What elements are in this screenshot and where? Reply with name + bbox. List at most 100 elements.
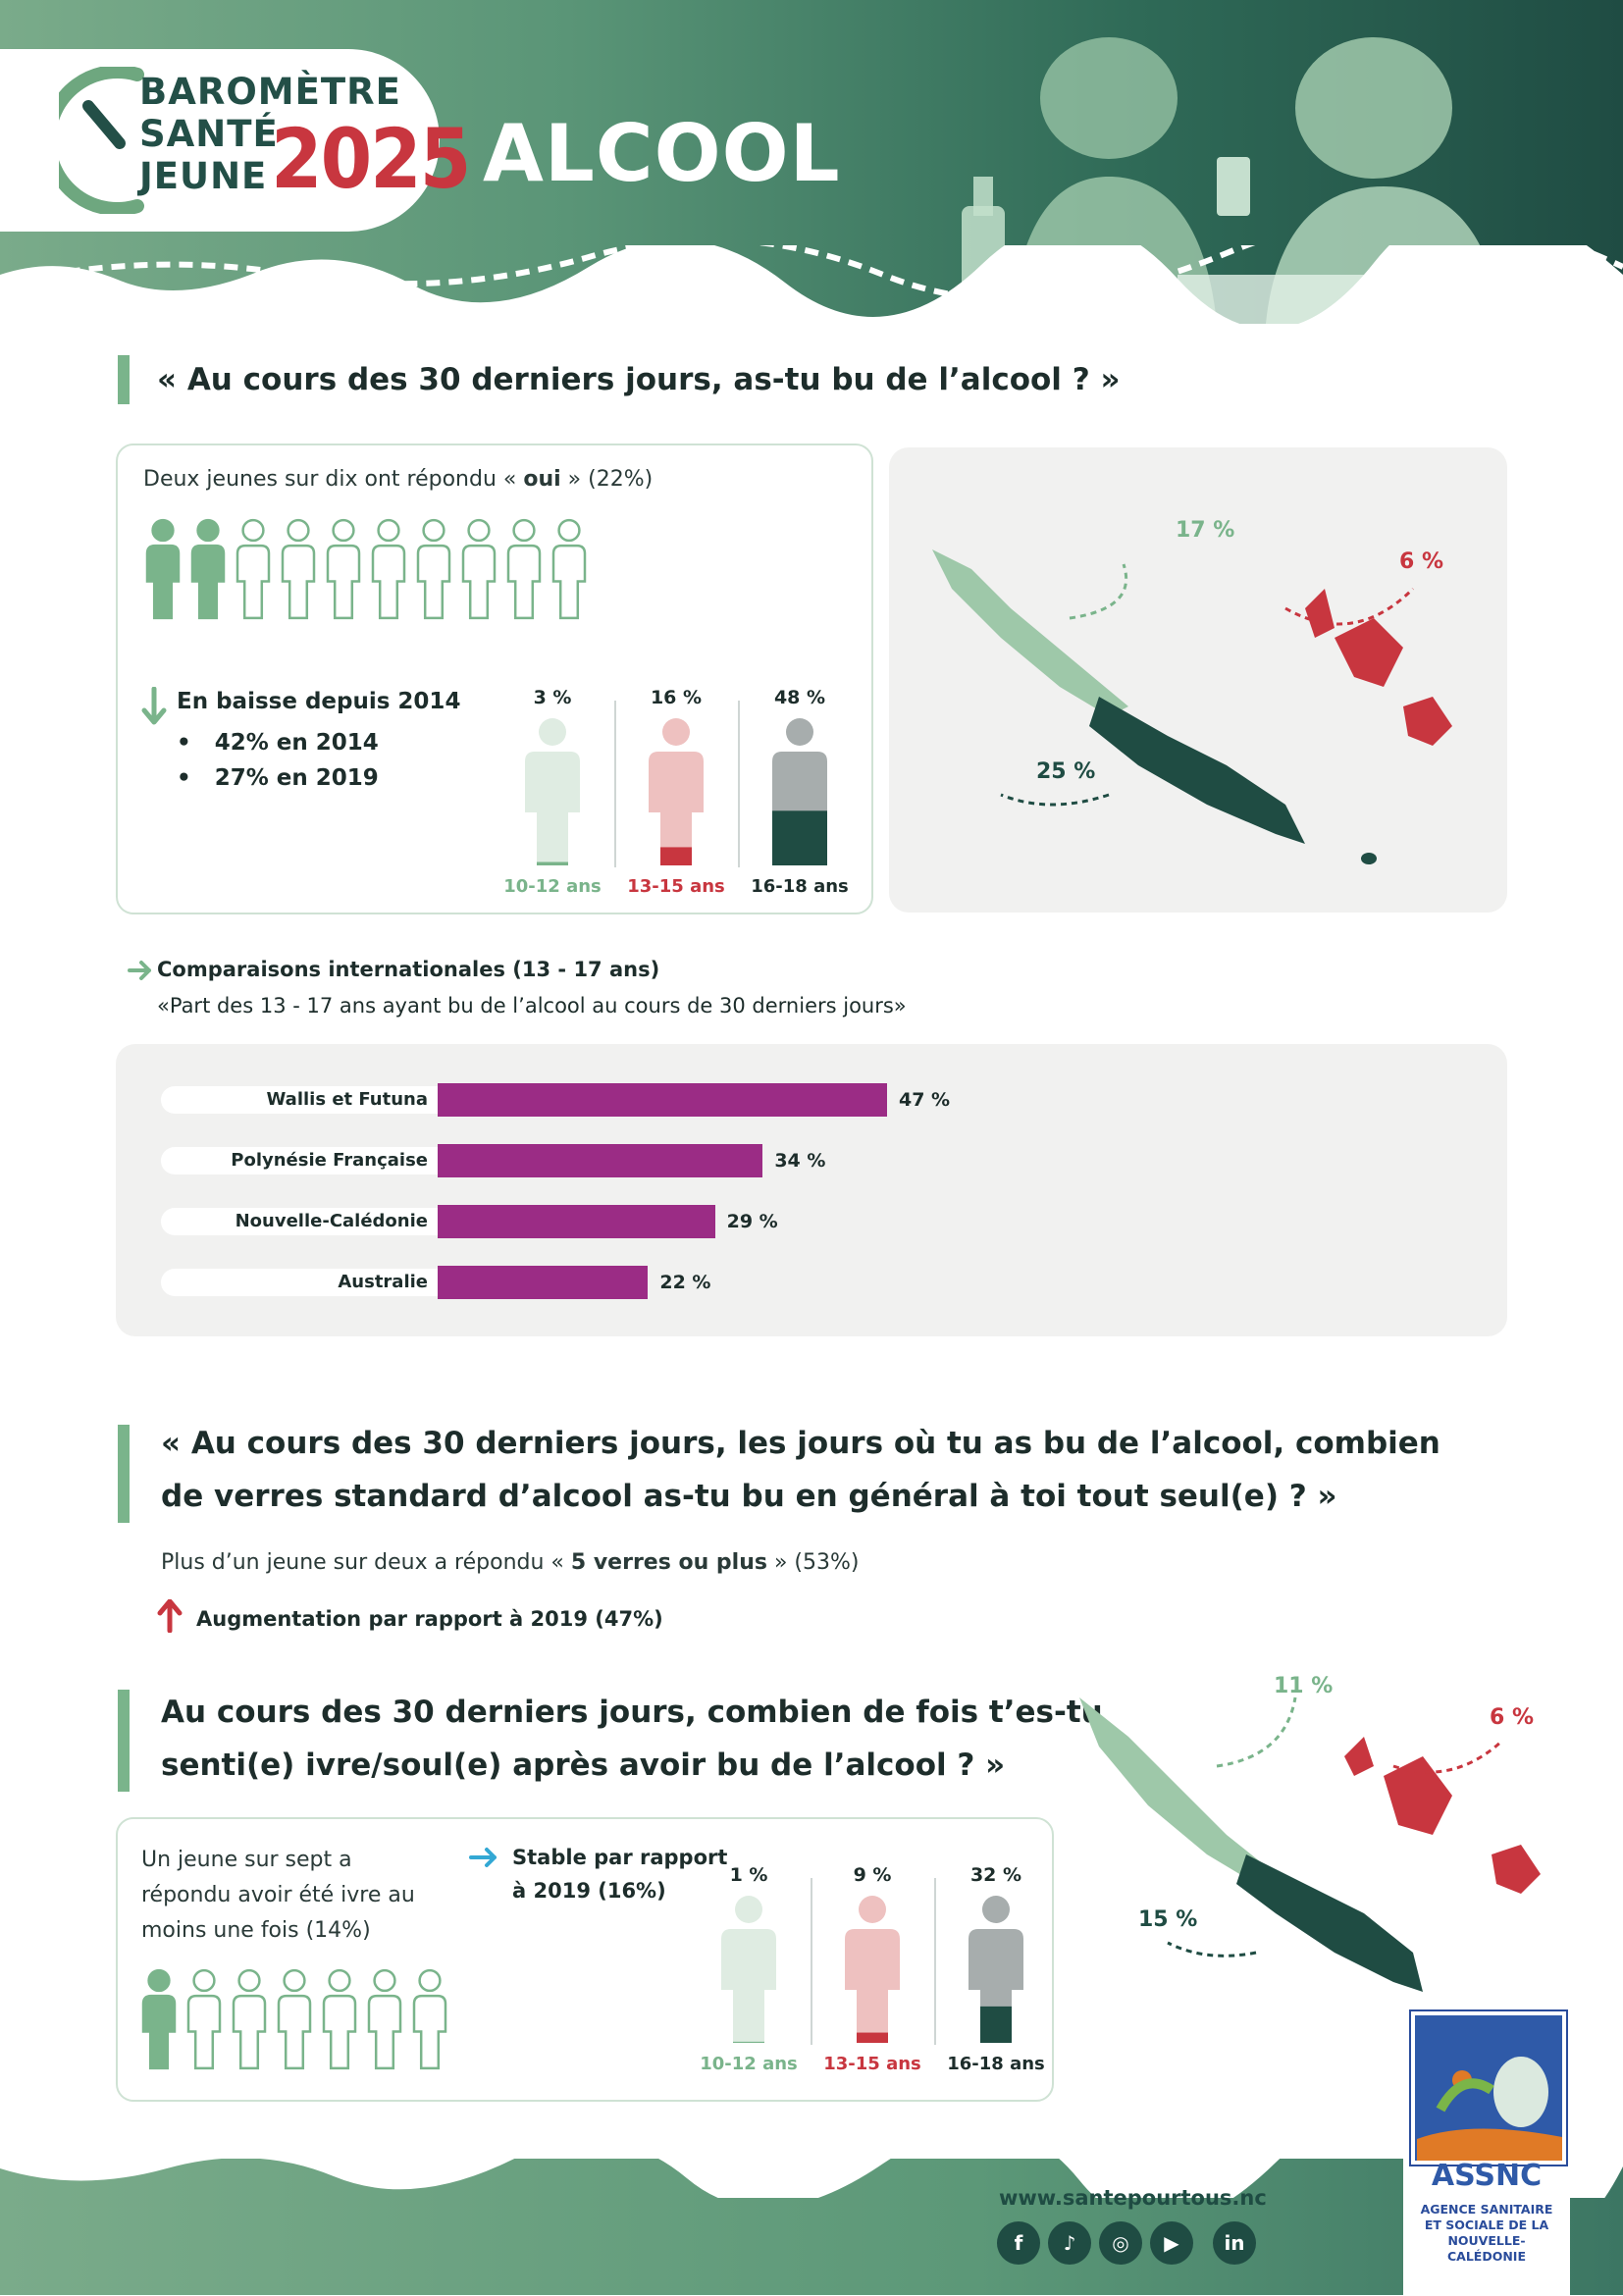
trend-increase: Augmentation par rapport à 2019 (47%) [196, 1607, 663, 1631]
age-group-label: 10-12 ans [503, 876, 602, 897]
tiktok-icon[interactable]: ♪ [1048, 2221, 1091, 2265]
torn-edge-decoration [0, 2139, 1623, 2198]
map-value-islands: 6 % [1399, 549, 1444, 574]
person-figure-icon [649, 718, 704, 865]
person-outline-icon [412, 1968, 447, 2070]
bar-label-pill [161, 1208, 455, 1235]
age-fill-level [733, 2041, 764, 2043]
age-group-label: 13-15 ans [627, 876, 725, 897]
person-filled-icon [190, 518, 226, 620]
age-group-percent: 3 % [533, 687, 572, 708]
person-figure-icon [969, 1896, 1023, 2043]
question-marker [118, 1690, 130, 1792]
trend-label: En baisse depuis 2014 [177, 689, 461, 714]
facebook-icon[interactable]: f [997, 2221, 1040, 2265]
age-fill-level [857, 2032, 888, 2043]
linkedin-icon[interactable]: in [1213, 2221, 1256, 2265]
person-filled-icon [141, 1968, 177, 2070]
gauge-logo-icon [59, 67, 144, 214]
age-group-divider [614, 701, 616, 867]
age-group-label: 10-12 ans [700, 2054, 798, 2074]
bar-australie [438, 1266, 649, 1299]
trend-stable: Stable par rapport à 2019 (16%) [512, 1846, 728, 1903]
bar-label-pill [161, 1086, 455, 1114]
age-group-percent: 1 % [729, 1864, 768, 1886]
age-group-percent: 16 % [650, 687, 703, 708]
age-group-figures: 1 % 10-12 ans 9 % 13-15 ans 32 % 16-18 ans [687, 1864, 1050, 2080]
map-value-south: 25 % [1036, 759, 1096, 784]
age-group-label: 16-18 ans [751, 876, 849, 897]
logo-year: 2025 [271, 111, 471, 207]
bar-label-pill [161, 1147, 455, 1174]
age-group-16-18-ans: 32 % 16-18 ans [934, 1864, 1058, 2080]
international-subheading: «Part des 13 - 17 ans ayant bu de l’alco… [157, 994, 907, 1018]
assnc-short-name: ASSNC [1431, 2159, 1543, 2193]
age-group-label: 13-15 ans [823, 2054, 921, 2074]
person-outline-icon [281, 518, 316, 620]
arrow-right-icon [128, 961, 151, 980]
question-3-line-2: senti(e) ivre/soul(e) après avoir bu de … [161, 1748, 1006, 1783]
instagram-icon[interactable]: ◎ [1099, 2221, 1142, 2265]
arrow-up-icon [157, 1599, 183, 1633]
map-value-north: 17 % [1176, 518, 1235, 543]
bar-polyn-sie-fran-aise [438, 1144, 763, 1177]
website-link[interactable]: www.santepourtous.nc [999, 2186, 1267, 2210]
summary-2: Plus d’un jeune sur deux a répondu « 5 v… [161, 1550, 860, 1575]
person-outline-icon [416, 518, 451, 620]
summary-3: Un jeune sur sept a répondu avoir été iv… [141, 1848, 415, 1943]
age-group-13-15-ans: 9 % 13-15 ans [811, 1864, 934, 2080]
footer-band [0, 2139, 1623, 2295]
trend-item-2019: • 27% en 2019 [177, 765, 379, 791]
international-bar-chart: Wallis et Futuna 47 % Polynésie Française 3… [116, 1044, 1507, 1336]
question-3-line-1: Au cours des 30 derniers jours, combien … [161, 1695, 1103, 1730]
person-outline-icon [461, 518, 497, 620]
age-group-percent: 32 % [969, 1864, 1022, 1886]
age-fill-level [980, 2006, 1012, 2043]
map-value-islands: 6 % [1490, 1705, 1535, 1730]
person-outline-icon [322, 1968, 357, 2070]
bar-category-label: Australie [338, 1272, 428, 1292]
question-2-line-2: de verres standard d’alcool as-tu bu en … [161, 1479, 1337, 1514]
age-group-divider [738, 701, 740, 867]
new-caledonia-map [1079, 1696, 1541, 1992]
map-value-south: 15 % [1138, 1907, 1198, 1932]
youtube-icon[interactable]: ▶ [1150, 2221, 1193, 2265]
person-outline-icon [277, 1968, 312, 2070]
question-marker [118, 1425, 130, 1523]
bar-category-label: Polynésie Française [231, 1150, 428, 1171]
person-outline-icon [371, 518, 406, 620]
age-group-label: 16-18 ans [947, 2054, 1045, 2074]
bar-value-label: 29 % [726, 1211, 778, 1232]
assnc-emblem-icon [1415, 2015, 1562, 2161]
age-group-10-12-ans: 3 % 10-12 ans [491, 687, 614, 903]
bar-category-label: Nouvelle-Calédonie [235, 1211, 428, 1231]
international-heading: Comparaisons internationales (13 - 17 an… [157, 958, 660, 981]
question-2-line-1: « Au cours des 30 derniers jours, les jo… [161, 1426, 1440, 1461]
person-outline-icon [186, 1968, 222, 2070]
map-value-north: 11 % [1274, 1674, 1334, 1698]
map-panel [889, 447, 1507, 913]
torn-edge-decoration [0, 245, 1623, 324]
bar-wallis-et-futuna [438, 1083, 887, 1117]
person-outline-icon [551, 518, 587, 620]
age-group-divider [934, 1878, 936, 2045]
drinking-stats-card [116, 444, 873, 914]
person-figure-icon [772, 718, 827, 865]
age-group-figures: 3 % 10-12 ans 16 % 13-15 ans 48 % 16-18 ans [491, 687, 864, 903]
age-group-13-15-ans: 16 % 13-15 ans [614, 687, 738, 903]
person-outline-icon [236, 518, 271, 620]
person-outline-icon [367, 1968, 402, 2070]
bar-nouvelle-cal-donie [438, 1205, 715, 1238]
age-group-10-12-ans: 1 % 10-12 ans [687, 1864, 811, 2080]
person-outline-icon [232, 1968, 267, 2070]
person-outline-icon [506, 518, 542, 620]
bar-category-label: Wallis et Futuna [266, 1089, 428, 1110]
person-outline-icon [326, 518, 361, 620]
bar-value-label: 34 % [774, 1150, 826, 1172]
new-caledonia-map [932, 549, 1452, 864]
trend-item-2014: • 42% en 2014 [177, 730, 379, 756]
page-title: ALCOOL [483, 108, 841, 199]
logo-line-1: BAROMÈTRE [139, 71, 401, 113]
age-group-percent: 48 % [773, 687, 826, 708]
people-pictogram-row [139, 1968, 449, 2070]
